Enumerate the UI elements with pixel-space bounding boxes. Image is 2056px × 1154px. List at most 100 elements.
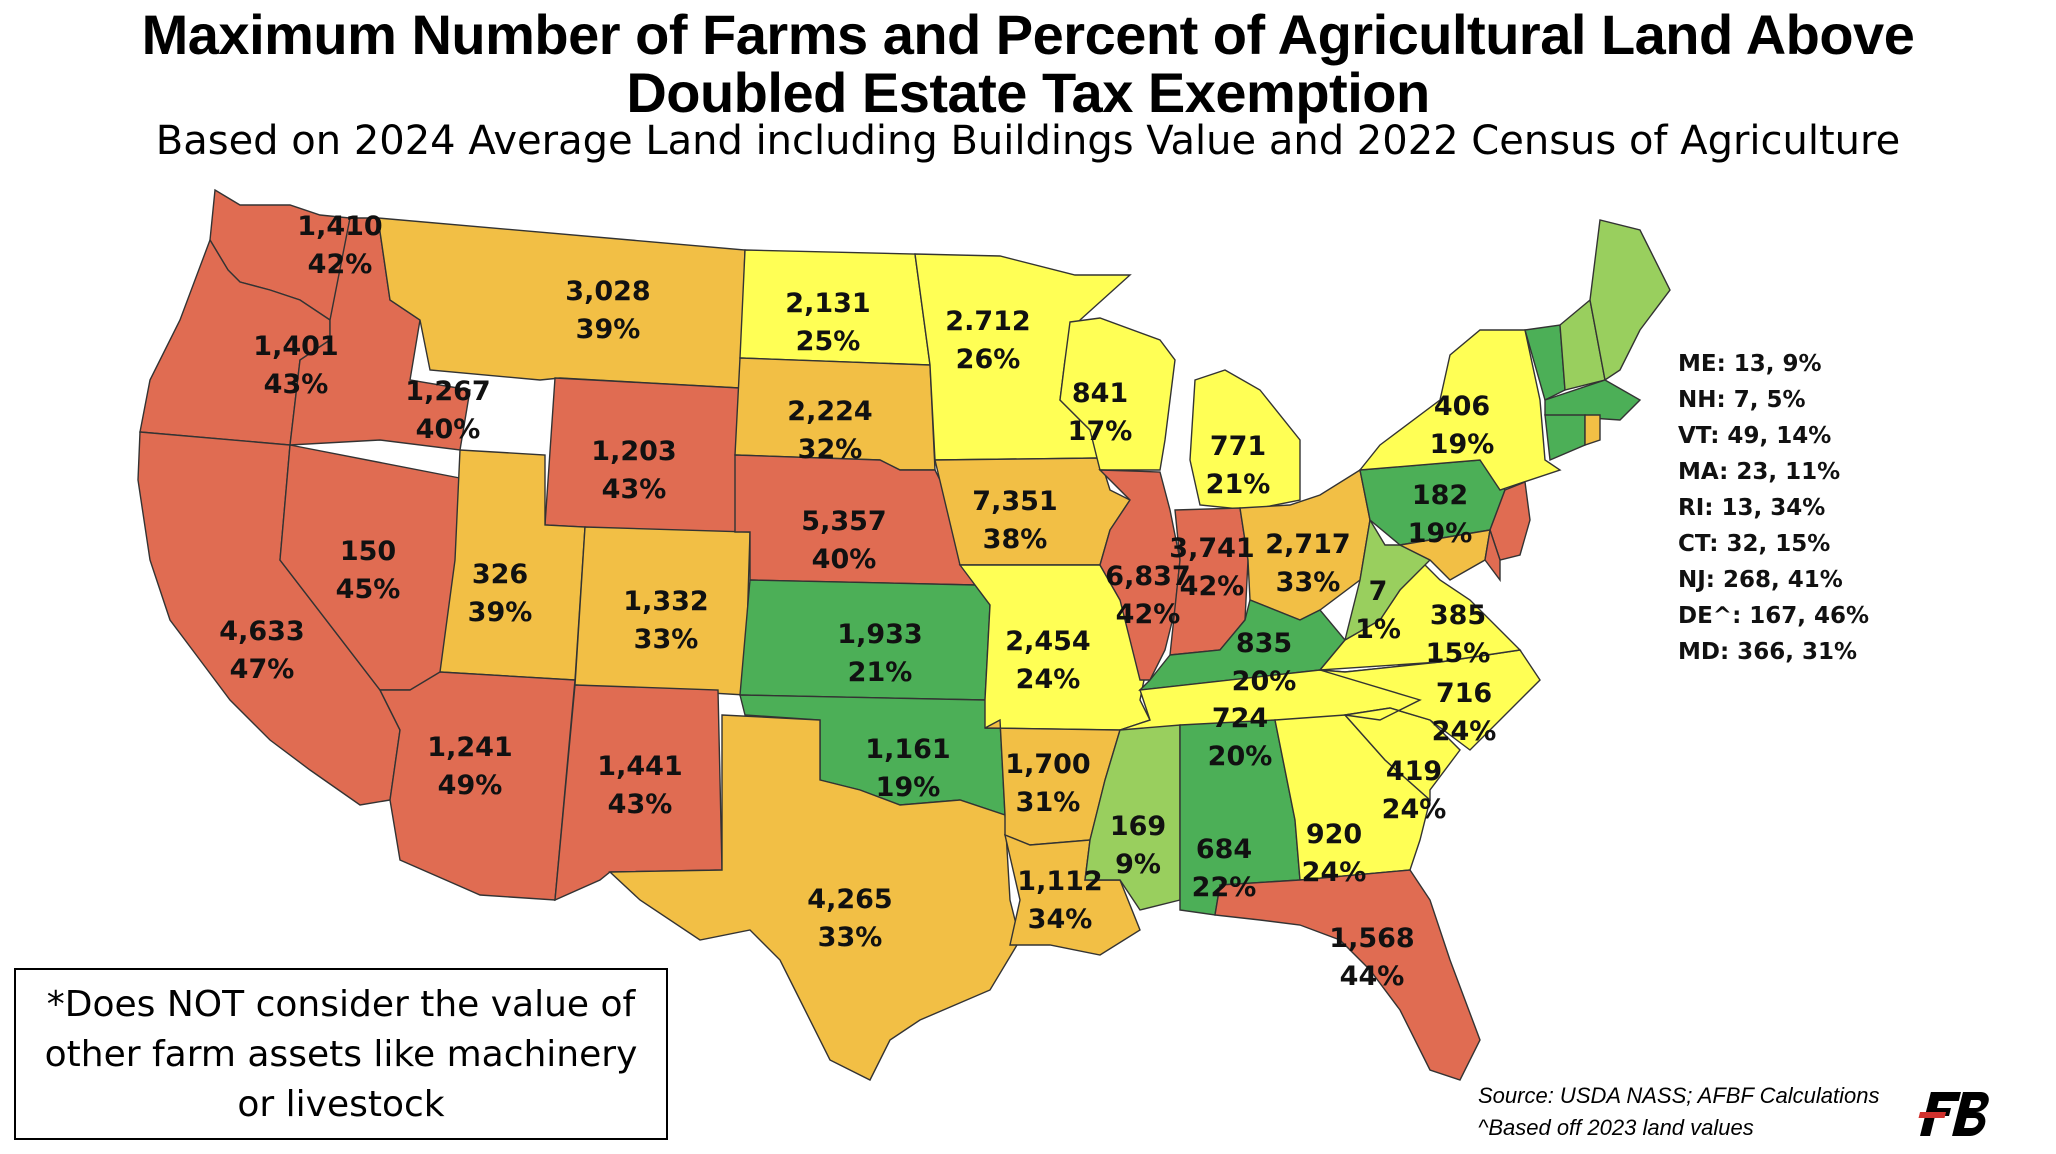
state-fl-farms-label: 1,568 — [1329, 923, 1414, 954]
state-ne-percent-label: 40% — [812, 544, 877, 575]
state-or-farms-label: 1,401 — [253, 331, 338, 362]
state-ny — [1358, 329, 1562, 491]
source-line1: Source: USDA NASS; AFBF Calculations — [1478, 1083, 1880, 1108]
state-sd-farms-label: 2,224 — [787, 396, 872, 427]
state-de — [1484, 529, 1501, 583]
state-sd-percent-label: 32% — [798, 434, 863, 465]
state-nc-percent-label: 24% — [1432, 716, 1497, 747]
state-md — [1397, 529, 1491, 581]
state-la — [1004, 833, 1141, 956]
state-wa-percent-label: 42% — [308, 249, 373, 280]
state-wy-percent-label: 43% — [602, 474, 667, 505]
state-wi — [1059, 317, 1176, 471]
state-ri — [1584, 414, 1601, 446]
state-shapes — [137, 188, 1671, 1081]
state-mi — [1189, 369, 1301, 511]
state-in-percent-label: 42% — [1180, 571, 1245, 602]
state-nv-farms-label: 150 — [340, 536, 396, 567]
state-tn-farms-label: 724 — [1212, 703, 1268, 734]
state-ia-farms-label: 7,351 — [972, 486, 1057, 517]
state-ny-farms-label: 406 — [1434, 391, 1490, 422]
state-mi-farms-label: 771 — [1210, 431, 1266, 462]
state-ks-farms-label: 1,933 — [837, 619, 922, 650]
state-ny-percent-label: 19% — [1430, 429, 1495, 460]
map-title-line1: Maximum Number of Farms and Percent of A… — [141, 3, 1915, 66]
state-mo-farms-label: 2,454 — [1005, 626, 1090, 657]
small-state-ct: CT: 32, 15% — [1678, 531, 1831, 557]
state-fl — [1214, 869, 1481, 1081]
state-mn-farms-label: 2.712 — [945, 306, 1030, 337]
state-pa-farms-label: 182 — [1412, 480, 1468, 511]
state-tx-farms-label: 4,265 — [807, 884, 892, 915]
state-ca-farms-label: 4,633 — [219, 616, 304, 647]
state-or-percent-label: 43% — [264, 369, 329, 400]
state-mt-percent-label: 39% — [576, 314, 641, 345]
state-mo-percent-label: 24% — [1016, 664, 1081, 695]
state-wi-percent-label: 17% — [1068, 416, 1133, 447]
state-ks-percent-label: 21% — [848, 657, 913, 688]
state-ky-farms-label: 835 — [1236, 628, 1292, 659]
state-va-farms-label: 385 — [1430, 600, 1486, 631]
state-ia-percent-label: 38% — [983, 524, 1048, 555]
state-ar-percent-label: 31% — [1016, 787, 1081, 818]
state-nd-percent-label: 25% — [796, 326, 861, 357]
small-state-de: DE^: 167, 46% — [1678, 603, 1870, 629]
small-state-md: MD: 366, 31% — [1678, 639, 1857, 665]
state-ky — [1138, 599, 1346, 691]
state-tx-percent-label: 33% — [818, 922, 883, 953]
small-state-nh: NH: 7, 5% — [1678, 387, 1806, 413]
state-ne-farms-label: 5,357 — [801, 506, 886, 537]
state-tn-percent-label: 20% — [1208, 741, 1273, 772]
state-wy-farms-label: 1,203 — [591, 436, 676, 467]
state-la-percent-label: 34% — [1028, 904, 1093, 935]
state-mt — [377, 217, 746, 389]
small-state-me: ME: 13, 9% — [1678, 351, 1822, 377]
state-az-percent-label: 49% — [438, 770, 503, 801]
state-ok-farms-label: 1,161 — [865, 734, 950, 765]
state-pa-percent-label: 19% — [1408, 518, 1473, 549]
state-wv-farms-label: 7 — [1369, 576, 1388, 607]
state-wv-percent-label: 1% — [1355, 614, 1401, 645]
note-line1: *Does NOT consider the value of — [46, 984, 636, 1025]
state-sc-percent-label: 24% — [1382, 794, 1447, 825]
state-oh-percent-label: 33% — [1276, 567, 1341, 598]
state-al-percent-label: 22% — [1192, 872, 1257, 903]
source-line2: ^Based off 2023 land values — [1478, 1115, 1754, 1140]
state-il-percent-label: 42% — [1116, 599, 1181, 630]
state-mn-percent-label: 26% — [956, 344, 1021, 375]
state-ky-percent-label: 20% — [1232, 666, 1297, 697]
state-in-farms-label: 3,741 — [1169, 533, 1254, 564]
state-ms-farms-label: 169 — [1110, 811, 1166, 842]
state-va-percent-label: 15% — [1426, 638, 1491, 669]
farm-bureau-logo — [1918, 1092, 1989, 1136]
state-ma — [1544, 379, 1642, 421]
state-ar-farms-label: 1,700 — [1005, 749, 1090, 780]
state-fl-percent-label: 44% — [1340, 961, 1405, 992]
state-ga-percent-label: 24% — [1302, 857, 1367, 888]
state-sc-farms-label: 419 — [1386, 756, 1442, 787]
state-wa-farms-label: 1,410 — [297, 211, 382, 242]
state-ca-percent-label: 47% — [230, 654, 295, 685]
state-oh-farms-label: 2,717 — [1265, 529, 1350, 560]
state-la-farms-label: 1,112 — [1017, 866, 1102, 897]
note-line3: or livestock — [237, 1084, 445, 1125]
small-state-vt: VT: 49, 14% — [1678, 423, 1832, 449]
state-nd-farms-label: 2,131 — [785, 288, 870, 319]
state-mi-percent-label: 21% — [1206, 469, 1271, 500]
small-state-ma: MA: 23, 11% — [1678, 459, 1841, 485]
small-state-ri: RI: 13, 34% — [1678, 495, 1826, 521]
source-note: Source: USDA NASS; AFBF Calculations ^Ba… — [1478, 1080, 1879, 1144]
state-id-farms-label: 1,267 — [405, 376, 490, 407]
disclaimer-note: *Does NOT consider the value of other fa… — [14, 968, 668, 1140]
state-ct — [1544, 414, 1586, 462]
small-state-nj: NJ: 268, 41% — [1678, 567, 1843, 593]
state-nv-percent-label: 45% — [336, 574, 401, 605]
state-ga-farms-label: 920 — [1306, 819, 1362, 850]
state-az-farms-label: 1,241 — [427, 732, 512, 763]
state-ut-farms-label: 326 — [472, 559, 528, 590]
state-id-percent-label: 40% — [416, 414, 481, 445]
state-me — [1589, 219, 1671, 382]
state-al-farms-label: 684 — [1196, 834, 1252, 865]
state-ok-percent-label: 19% — [876, 772, 941, 803]
